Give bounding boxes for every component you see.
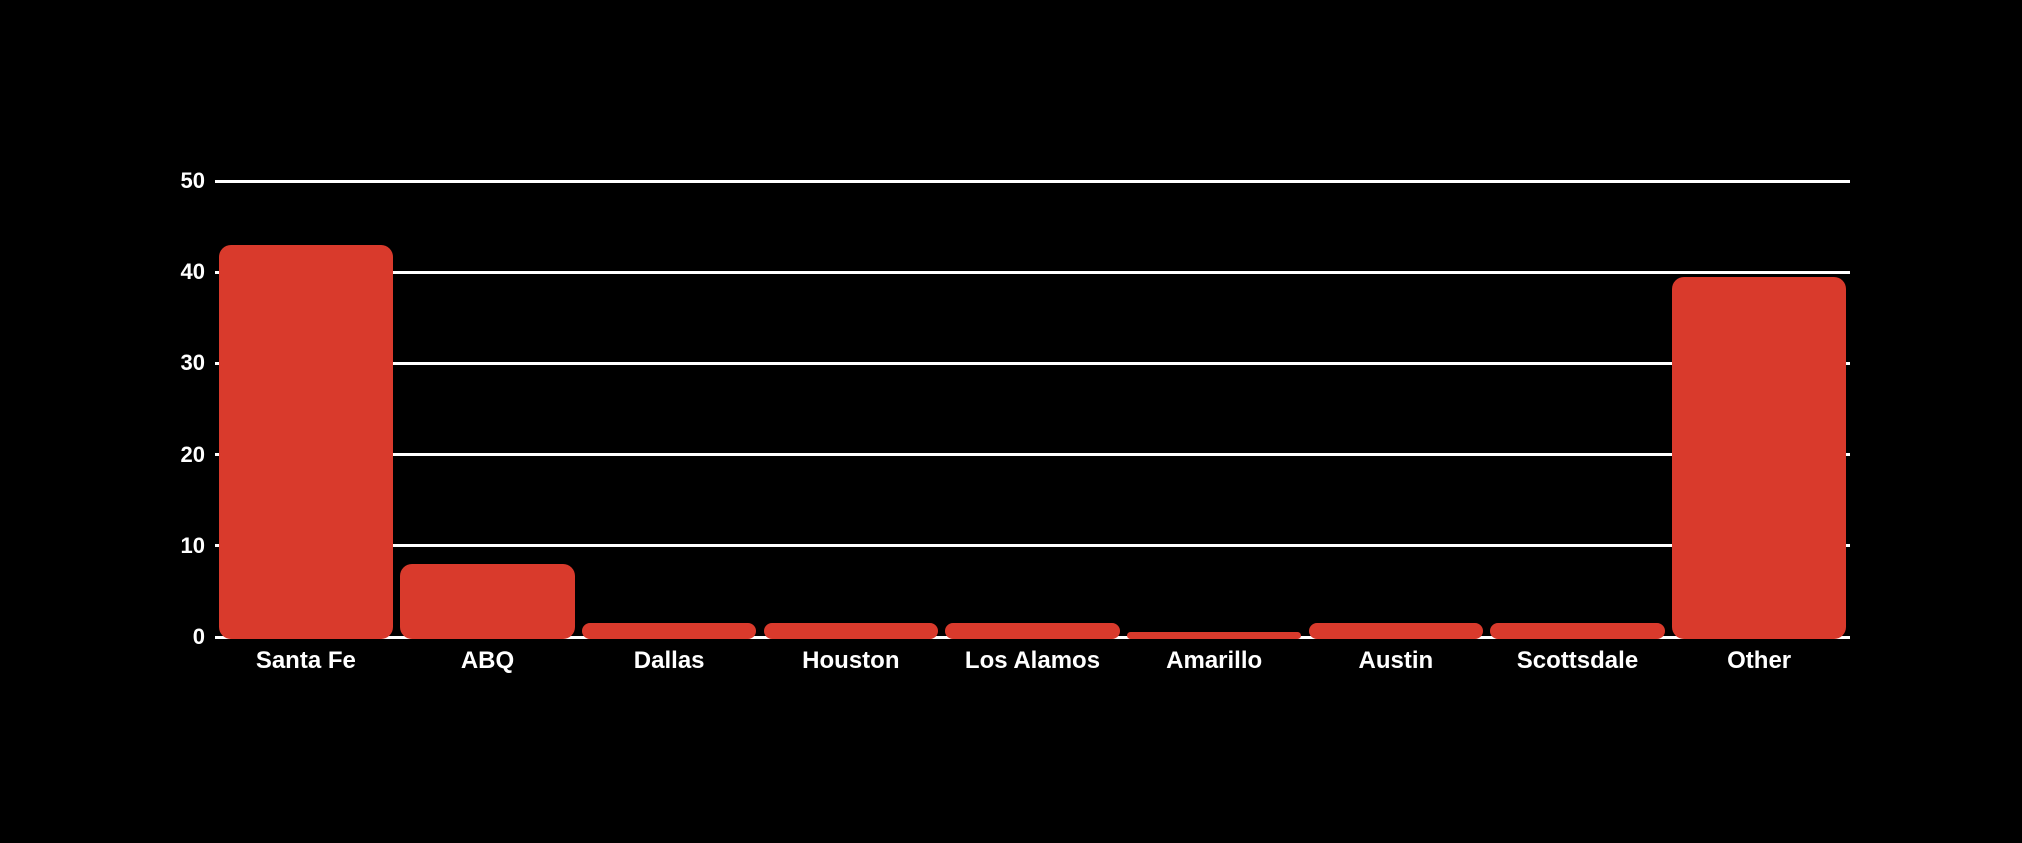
gridline-10 [215,544,1850,548]
x-tick-label-houston: Houston [802,647,900,674]
x-tick-label-austin: Austin [1358,647,1434,674]
gridline-50 [215,179,1850,183]
x-tick-label-abq: ABQ [460,647,515,674]
x-tick-label-amarillo: Amarillo [1166,647,1263,674]
bar-los-alamos[interactable] [945,623,1120,639]
x-tick-label-dallas: Dallas [633,647,705,674]
bar-santa-fe[interactable] [218,244,394,639]
y-tick-label-20: 20 [180,441,205,467]
y-tick-label-40: 40 [180,259,205,285]
gridline-30 [215,361,1850,365]
x-tick-label-scottsdale: Scottsdale [1516,647,1639,674]
y-tick-label-30: 30 [180,350,205,376]
bar-abq[interactable] [400,564,575,639]
bar-amarillo[interactable] [1126,632,1302,639]
bar-austin[interactable] [1308,623,1484,639]
plot-area [215,179,1850,639]
x-tick-label-santa-fe: Santa Fe [255,647,356,674]
y-tick-label-0: 0 [192,624,205,649]
bar-other[interactable] [1671,276,1847,639]
x-tick-label-other: Other [1727,647,1792,674]
gridline-40 [215,270,1850,274]
bar-houston[interactable] [763,623,939,639]
x-tick-label-los-alamos: Los Alamos [964,647,1101,674]
y-tick-label-10: 10 [180,532,205,558]
bar-scottsdale[interactable] [1490,623,1665,639]
y-tick-label-50: 50 [180,168,205,193]
bar-dallas[interactable] [581,623,757,639]
gridline-20 [215,453,1850,457]
